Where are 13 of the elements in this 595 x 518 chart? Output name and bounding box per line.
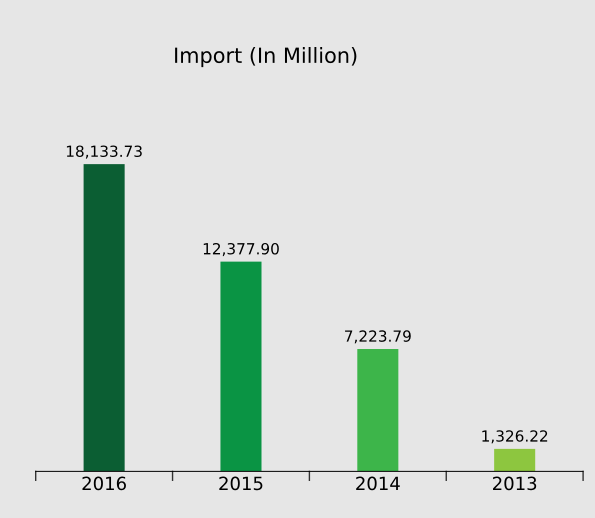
chart-title: Import (In Million) (175, 47, 356, 68)
data-label: 7,223.79 (345, 330, 411, 344)
x-tick-label: 2015 (219, 476, 262, 490)
data-label: 1,326.22 (482, 430, 548, 444)
bar (220, 262, 262, 472)
bar (357, 348, 398, 472)
x-tick-label: 2016 (82, 476, 126, 490)
data-label: 18,133.73 (66, 145, 142, 159)
bar (84, 164, 125, 472)
x-tick-label: 2013 (493, 476, 536, 490)
bar (494, 448, 536, 472)
x-tick-label: 2014 (356, 476, 400, 490)
data-label: 12,377.90 (204, 242, 279, 256)
